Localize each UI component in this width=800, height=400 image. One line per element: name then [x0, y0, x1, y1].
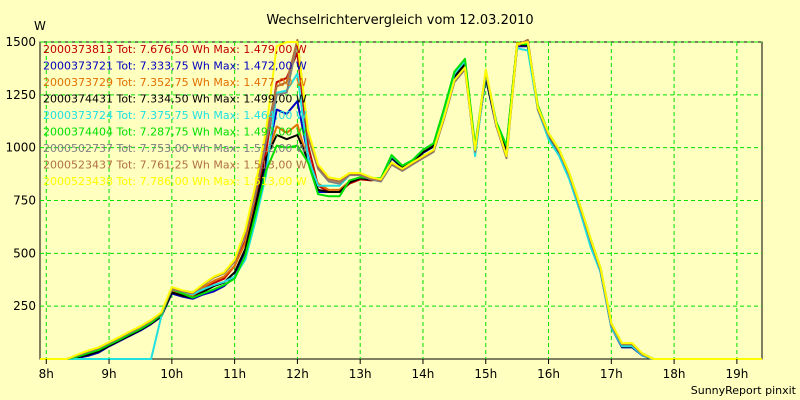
y-tick-label: 1500 [5, 35, 36, 49]
y-axis-ticks: 250 500 750 1000 1250 1500 [5, 35, 36, 313]
y-tick-label: 500 [13, 246, 36, 260]
grid-lines [40, 41, 762, 359]
x-tick-label: 11h [223, 367, 246, 381]
legend-entry-2000374431: 2000374431 Tot: 7.334,50 Wh Max: 1.499,0… [43, 93, 307, 106]
chart-title: Wechselrichtervergleich vom 12.03.2010 [266, 13, 533, 28]
series-lines [40, 38, 762, 360]
x-tick-label: 8h [39, 367, 54, 381]
footer-credit: SunnyReport pinxit [691, 384, 797, 397]
x-tick-label: 13h [349, 367, 372, 381]
x-tick-label: 18h [663, 367, 686, 381]
legend: 2000373813 Tot: 7.676,50 Wh Max: 1.479,0… [43, 43, 307, 188]
y-tick-label: 750 [13, 194, 36, 208]
y-tick-label: 250 [13, 299, 36, 313]
x-tick-label: 10h [160, 367, 183, 381]
x-tick-label: 9h [101, 367, 116, 381]
legend-entry-2000373721: 2000373721 Tot: 7.333,75 Wh Max: 1.472,0… [43, 60, 307, 73]
x-tick-label: 14h [412, 367, 435, 381]
legend-entry-2000373729: 2000373729 Tot: 7.352,75 Wh Max: 1.477,0… [43, 76, 307, 89]
x-tick-label: 19h [725, 367, 748, 381]
y-tick-label: 1000 [5, 141, 36, 155]
legend-entry-2000523438: 2000523438 Tot: 7.786,00 Wh Max: 1.513,0… [43, 175, 307, 188]
legend-entry-2000374404: 2000374404 Tot: 7.287,75 Wh Max: 1.497,0… [43, 126, 307, 139]
y-axis-unit-label: W [34, 19, 46, 33]
x-tick-label: 15h [474, 367, 497, 381]
y-tick-label: 1250 [5, 88, 36, 102]
series-line-2000523438 [40, 41, 762, 360]
x-tick-label: 12h [286, 367, 309, 381]
x-tick-label: 17h [600, 367, 623, 381]
legend-entry-2000373813: 2000373813 Tot: 7.676,50 Wh Max: 1.479,0… [43, 43, 307, 56]
x-tick-label: 16h [537, 367, 560, 381]
legend-entry-2000373724: 2000373724 Tot: 7.375,75 Wh Max: 1.464,0… [43, 109, 307, 122]
x-axis-ticks: 8h 9h 10h 11h 12h 13h 14h 15h 16h 17h 18h 19h [39, 359, 748, 381]
legend-entry-2000502737: 2000502737 Tot: 7.753,00 Wh Max: 1.512,0… [43, 142, 307, 155]
legend-entry-2000523437: 2000523437 Tot: 7.761,25 Wh Max: 1.513,0… [43, 159, 307, 172]
